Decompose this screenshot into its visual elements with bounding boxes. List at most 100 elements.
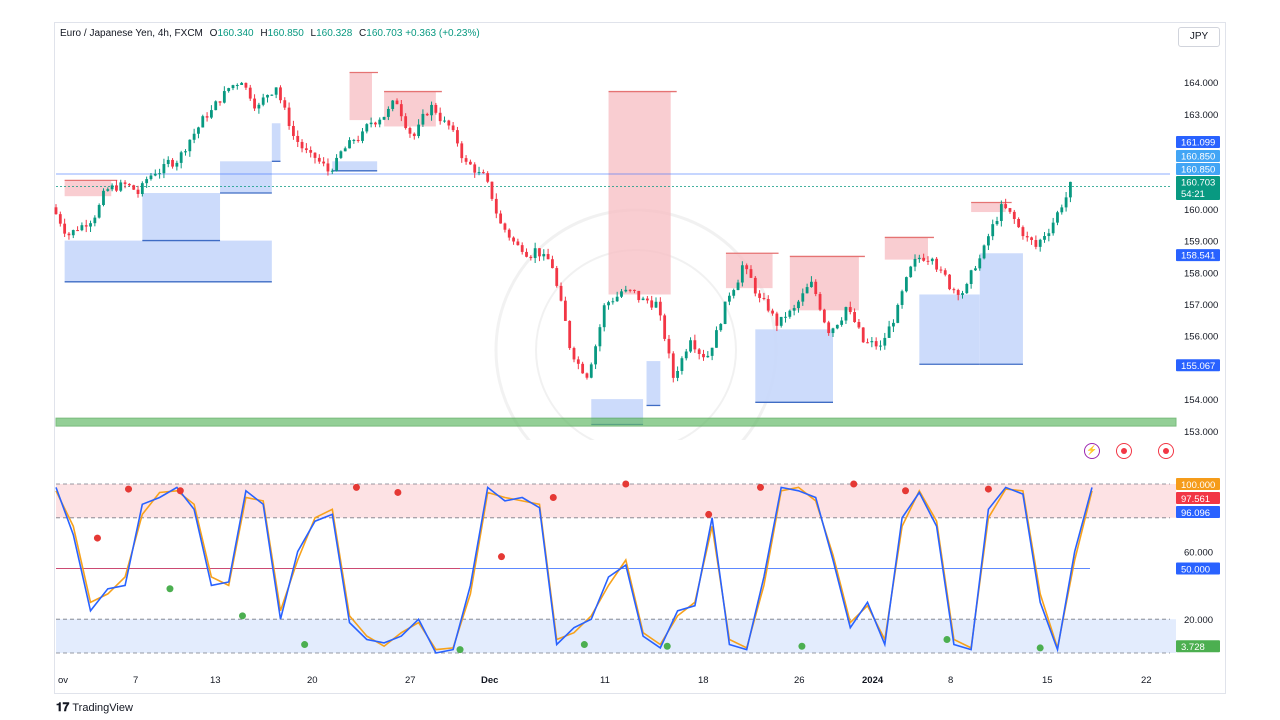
- candle-115: [551, 259, 554, 269]
- price-chart[interactable]: 164.000 163.000 160.000 159.000 158.000 157.0…: [0, 0, 1280, 440]
- high-label: H: [260, 28, 268, 39]
- candle-111: [533, 248, 537, 259]
- candle-204: [935, 258, 938, 270]
- y-tick-label: 164.000: [1184, 78, 1218, 89]
- signal-marker-6: [352, 483, 360, 491]
- osc-badge-label-3: 50.000: [1181, 565, 1210, 576]
- candle-75: [378, 119, 382, 125]
- chart-frame: [54, 22, 1226, 694]
- candle-68: [348, 140, 351, 149]
- tradingview-icon: 𝟏𝟕: [56, 700, 70, 714]
- candle-50: [270, 94, 274, 96]
- stochastic-chart[interactable]: 100.00060.00020.000100.00097.56196.09650…: [0, 470, 1280, 670]
- candle-100: [486, 173, 490, 182]
- signal-marker-12: [622, 480, 630, 488]
- candle-108: [520, 245, 524, 252]
- support-zone: [55, 417, 1177, 427]
- indicator-alert-icon[interactable]: ⚡: [1084, 443, 1100, 459]
- candle-234: [1064, 197, 1068, 208]
- candle-71: [361, 131, 364, 141]
- osc-badge-1: [1176, 492, 1220, 504]
- signal-marker-19: [943, 635, 951, 643]
- candle-212: [969, 270, 973, 284]
- symbol-legend[interactable]: Euro / Japanese Yen, 4h, FXCM O160.340 H…: [60, 28, 480, 39]
- candle-103: [499, 213, 503, 224]
- osc-tick-label: 20.000: [1184, 615, 1213, 626]
- candle-193: [887, 326, 891, 338]
- candle-191: [879, 345, 882, 347]
- candle-150: [702, 353, 705, 358]
- indicator-target-icon[interactable]: [1116, 443, 1132, 459]
- osc-badge-2: [1176, 506, 1220, 518]
- candle-197: [904, 277, 908, 292]
- candle-209: [956, 290, 960, 295]
- x-tick-label-6: 11: [600, 675, 610, 686]
- candle-205: [939, 269, 943, 271]
- high-value: 160.850: [267, 28, 304, 39]
- candle-49: [266, 94, 269, 98]
- osc-tick-label: 60.000: [1184, 548, 1213, 559]
- candle-137: [645, 298, 649, 301]
- candle-79: [395, 100, 399, 105]
- candle-61: [317, 157, 321, 162]
- candle-56: [296, 135, 300, 142]
- candle-189: [870, 341, 874, 343]
- candle-62: [322, 161, 326, 164]
- demand-zone-8: [919, 294, 980, 365]
- candle-16: [123, 182, 127, 184]
- indicator-target-icon-2[interactable]: [1158, 443, 1174, 459]
- close-value: 160.703: [366, 28, 403, 39]
- price-badge-4: [1176, 249, 1220, 262]
- candle-173: [801, 293, 805, 302]
- candle-66: [339, 151, 343, 158]
- x-tick-label-9: 2024: [862, 675, 884, 686]
- candle-90: [443, 120, 446, 122]
- candle-162: [753, 277, 757, 294]
- signal-marker-18: [902, 487, 910, 495]
- candle-58: [304, 148, 308, 151]
- candle-104: [503, 223, 507, 230]
- candle-19: [136, 189, 140, 194]
- candle-143: [671, 353, 675, 378]
- signal-marker-0: [238, 612, 246, 620]
- candle-160: [745, 265, 749, 270]
- price-badge-2: [1176, 163, 1220, 175]
- currency-button[interactable]: JPY: [1178, 27, 1220, 47]
- candle-37: [214, 101, 218, 111]
- candle-213: [974, 268, 977, 271]
- candle-41: [231, 85, 235, 89]
- candle-77: [386, 108, 390, 117]
- candle-28: [175, 162, 179, 167]
- candle-87: [430, 104, 433, 116]
- candle-136: [641, 298, 645, 301]
- candle-91: [447, 120, 451, 126]
- candle-132: [624, 289, 628, 292]
- candle-98: [477, 172, 481, 174]
- candle-78: [391, 100, 395, 109]
- signal-marker-9: [497, 553, 505, 561]
- candle-60: [313, 152, 317, 158]
- candle-184: [848, 307, 852, 313]
- candle-110: [529, 256, 533, 259]
- candle-192: [883, 337, 887, 346]
- candle-74: [374, 122, 377, 125]
- low-value: 160.328: [316, 28, 353, 39]
- y-tick-label: 157.000: [1184, 300, 1218, 311]
- time-axis[interactable]: ov 7 13 20 27 Dec 11 18 26 2024 8 15 22: [0, 670, 1280, 694]
- signal-marker-21: [1036, 644, 1044, 652]
- candle-86: [425, 113, 429, 116]
- countdown-label: 54:21: [1181, 189, 1205, 200]
- candle-17: [127, 183, 131, 186]
- osc-badge-label-2: 96.096: [1181, 508, 1210, 519]
- candle-14: [115, 185, 118, 191]
- signal-marker-8: [456, 646, 464, 654]
- candle-211: [965, 283, 969, 294]
- demand-zone-3: [271, 123, 281, 162]
- candle-232: [1056, 212, 1059, 223]
- candle-95: [464, 158, 468, 162]
- signal-marker-20: [984, 485, 992, 493]
- candle-46: [253, 98, 256, 109]
- candle-59: [309, 150, 313, 153]
- candle-199: [913, 258, 917, 267]
- x-tick-label-0: ov: [58, 675, 68, 686]
